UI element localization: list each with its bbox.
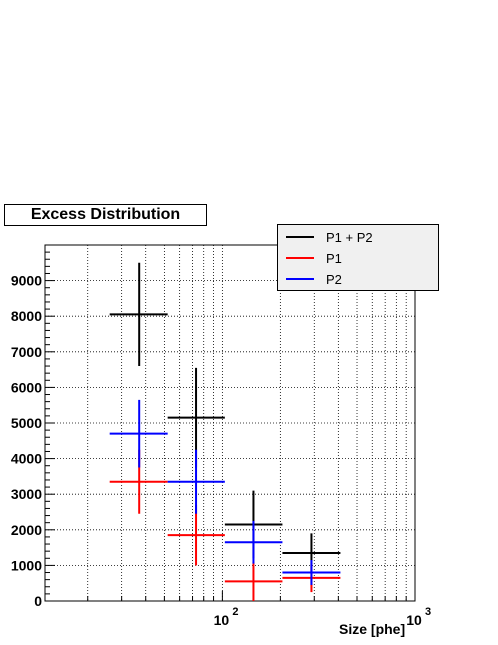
legend-swatch-p2	[286, 278, 314, 280]
series-p1-p2	[109, 262, 341, 573]
grid-lines	[45, 245, 416, 601]
data-series	[109, 262, 341, 601]
legend-label-p1-p2: P1 + P2	[326, 229, 373, 245]
y-tick-label: 8000	[11, 308, 42, 324]
legend-swatch-p1	[286, 257, 314, 259]
y-tick-label: 6000	[11, 379, 42, 395]
chart-title: Excess Distribution	[4, 204, 207, 226]
y-tick-label: 0	[34, 593, 42, 609]
x-tick-exponent: 2	[232, 606, 238, 618]
y-tick-label: 4000	[11, 451, 42, 467]
y-tick-label: 5000	[11, 415, 42, 431]
plot-frame	[44, 244, 416, 602]
legend-label-p2: P2	[326, 271, 342, 287]
x-tick-label: 10	[214, 612, 230, 628]
x-tick-labels: 10 2 10 3	[214, 606, 432, 628]
legend-swatch-p1-p2	[286, 236, 314, 238]
x-axis-label: Size [phe]	[339, 621, 406, 637]
x-tick-exponent: 3	[425, 606, 431, 618]
legend: P1 + P2 P1 P2	[277, 224, 439, 291]
y-tick-label: 9000	[11, 273, 42, 289]
y-tick-label: 3000	[11, 486, 42, 502]
legend-entry-p1-p2: P1 + P2	[286, 227, 373, 247]
x-tick-label: 10	[406, 612, 422, 628]
y-tick-label: 7000	[11, 344, 42, 360]
y-tick-label: 2000	[11, 522, 42, 538]
legend-entry-p2: P2	[286, 269, 342, 289]
legend-label-p1: P1	[326, 250, 342, 266]
y-tick-labels: 0 1000 2000 3000 4000 5000 6000 7000 8000 9000	[11, 273, 42, 609]
axis-ticks	[45, 244, 416, 602]
legend-entry-p1: P1	[286, 248, 342, 268]
series-p2	[109, 399, 341, 585]
y-tick-label: 1000	[11, 557, 42, 573]
